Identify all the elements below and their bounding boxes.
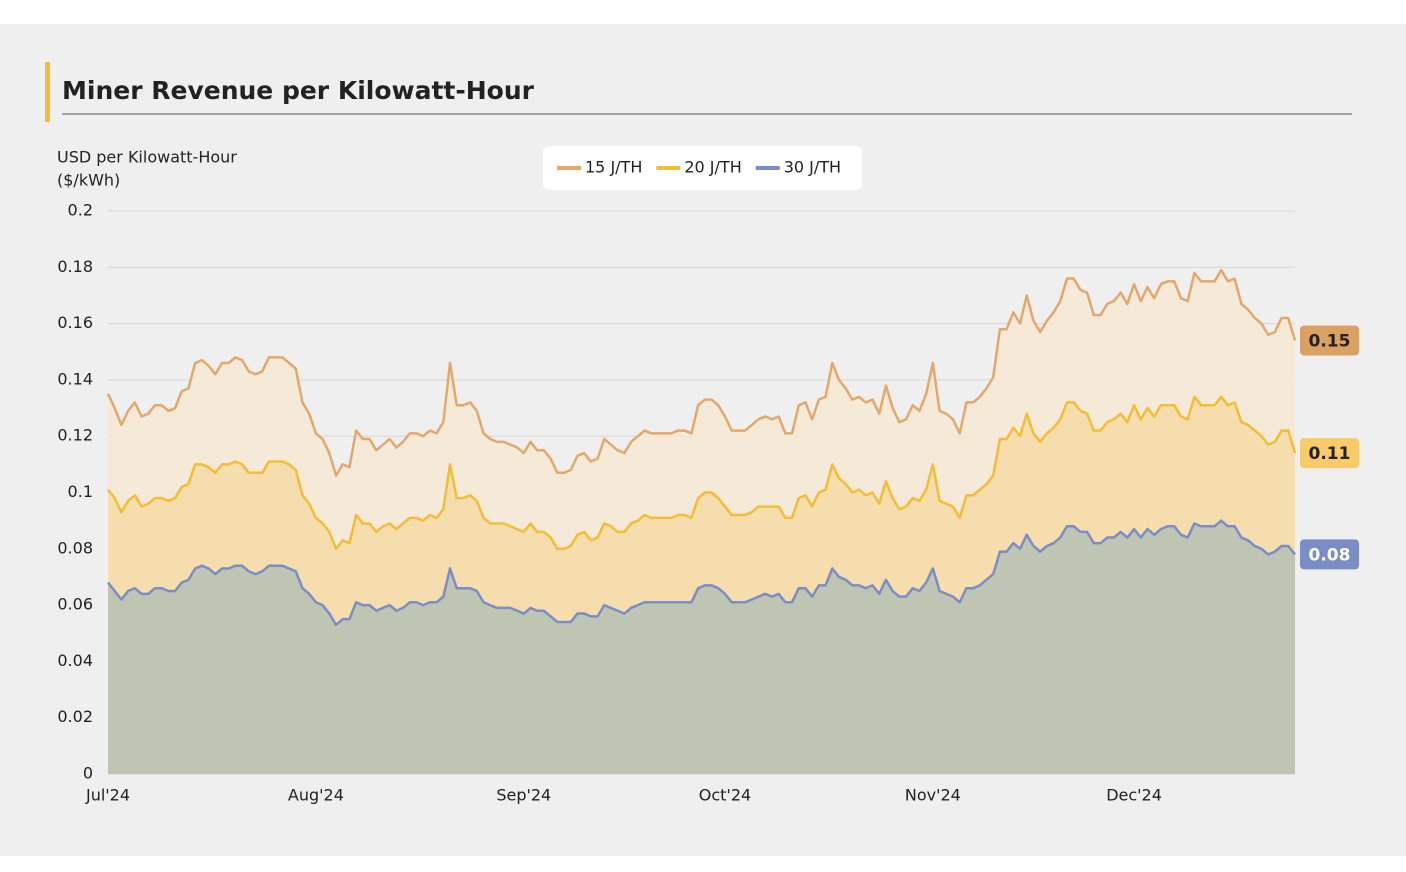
x-tick-label: Aug'24 xyxy=(288,786,344,805)
value-label: 0.08 xyxy=(1309,545,1351,565)
legend-label: 15 J/TH xyxy=(585,158,642,177)
value-label-box xyxy=(1300,438,1359,469)
chart-title: Miner Revenue per Kilowatt-Hour xyxy=(62,76,535,105)
y-tick-label: 0.2 xyxy=(68,201,93,220)
title-accent xyxy=(45,62,50,122)
line xyxy=(107,519,1296,627)
y-tick-label: 0.12 xyxy=(57,426,93,445)
x-tick-label: Dec'24 xyxy=(1106,786,1162,805)
line xyxy=(106,268,1297,477)
legend xyxy=(543,146,862,190)
value-label-box xyxy=(1300,539,1359,570)
y-tick-label: 0.06 xyxy=(57,595,93,614)
legend-label: 20 J/TH xyxy=(684,158,741,177)
y-tick-label: 0 xyxy=(83,764,93,783)
area xyxy=(108,520,1295,774)
y-tick-label: 0.04 xyxy=(57,651,93,670)
y-tick-label: 0.02 xyxy=(57,707,93,726)
legend-label: 30 J/TH xyxy=(784,158,841,177)
value-label-box xyxy=(1300,325,1359,356)
y-tick-label: 0.08 xyxy=(57,538,93,557)
y-tick-label: 0.14 xyxy=(57,369,93,388)
y-tick-label: 0.18 xyxy=(57,257,93,276)
y-axis-label: USD per Kilowatt-Hour xyxy=(57,148,237,167)
x-tick-label: Jul'24 xyxy=(85,786,130,805)
y-tick-label: 0.16 xyxy=(57,313,93,332)
x-tick-label: Oct'24 xyxy=(699,786,751,805)
y-tick-label: 0.1 xyxy=(68,482,93,501)
x-tick-label: Nov'24 xyxy=(905,786,961,805)
line xyxy=(107,395,1297,551)
x-tick-label: Sep'24 xyxy=(496,786,551,805)
value-label: 0.11 xyxy=(1309,444,1351,464)
value-label: 0.15 xyxy=(1309,331,1351,351)
y-axis-label: ($/kWh) xyxy=(57,171,120,190)
